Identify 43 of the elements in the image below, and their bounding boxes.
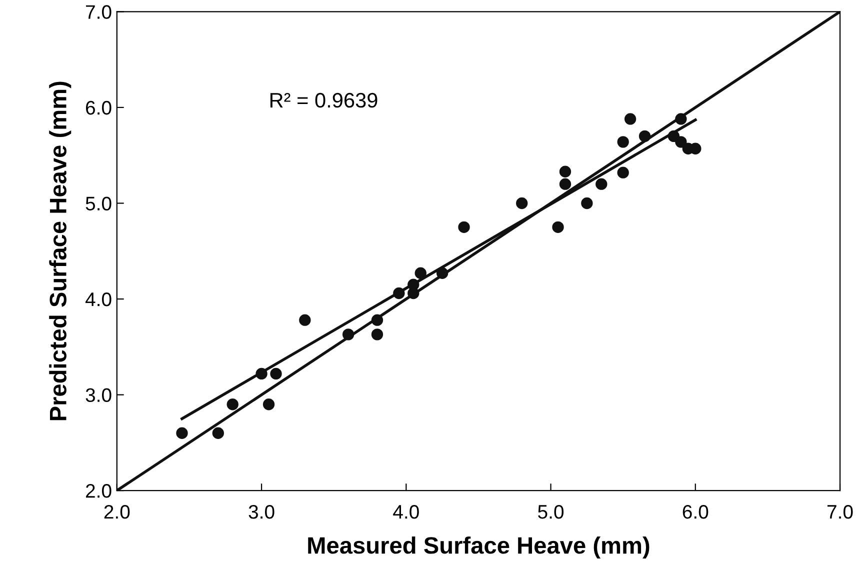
point [371, 314, 384, 326]
point [559, 166, 572, 178]
x-tick-label: 5.0 [538, 504, 564, 519]
point [212, 427, 224, 439]
point [270, 368, 282, 380]
point [675, 113, 687, 125]
x-tick-label: 6.0 [682, 504, 708, 519]
point [393, 287, 405, 300]
point [176, 427, 188, 439]
x-axis-title: Measured Surface Heave (mm) [308, 536, 650, 558]
y-tick-label: 6.0 [86, 100, 112, 115]
x-tick-label: 3.0 [248, 504, 274, 519]
y-axis-title: Predicted Surface Heave (mm) [49, 82, 72, 420]
point [617, 166, 629, 178]
point [299, 314, 311, 326]
y-tick-label: 7.0 [86, 5, 112, 19]
point [458, 221, 470, 234]
annotation: R² = 0.9639 [270, 92, 378, 108]
point [638, 130, 651, 142]
x-tick-label: 7.0 [828, 504, 853, 519]
x-tick-label: 4.0 [393, 504, 419, 519]
point [262, 398, 275, 410]
point [342, 328, 354, 340]
y-tick-label: 5.0 [86, 196, 112, 210]
point [624, 113, 636, 125]
y-tick-label: 2.0 [86, 484, 112, 498]
point [516, 197, 528, 210]
y-tick-label: 3.0 [86, 388, 112, 402]
point [581, 197, 593, 210]
point [436, 267, 448, 279]
y-tick-label: 4.0 [85, 292, 112, 306]
point [596, 178, 608, 190]
point [617, 136, 629, 148]
point [552, 221, 564, 234]
point [408, 287, 420, 300]
point [371, 328, 384, 340]
point [559, 178, 572, 190]
point [414, 267, 426, 279]
point [668, 130, 680, 142]
point [256, 368, 268, 380]
point [675, 136, 687, 148]
x-tick-label: 2.0 [104, 504, 130, 519]
point [226, 398, 238, 410]
